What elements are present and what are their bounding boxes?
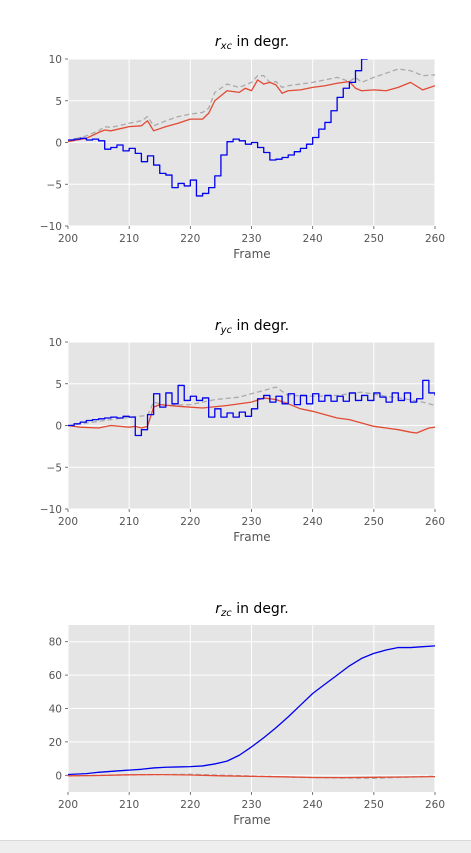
series-line-gray-dashed [68,68,435,142]
axis-ticks: 200 210 220 230 240 250 260 −10 −5 0 5 10 [40,54,445,245]
series-line-blue [68,59,368,197]
x-tick-label: 220 [180,233,200,245]
y-tick-label: 5 [55,379,62,391]
y-tick-label: −5 [47,462,62,474]
x-tick-label: 240 [303,516,323,528]
series-line-gray-dashed [68,773,435,779]
x-tick-label: 240 [303,233,323,245]
x-tick-label: 210 [119,799,139,811]
chart-title: ryc in degr. [215,318,289,336]
y-tick-label: 10 [49,54,62,66]
x-tick-label: 210 [119,516,139,528]
title-rest: in degr. [232,601,289,617]
x-axis-label: Frame [233,530,270,544]
x-tick-label: 230 [241,233,261,245]
chart-rxc: rxc in degr. 200 210 220 230 240 250 260 −10 −5 0… [40,34,445,261]
x-tick-label: 220 [180,516,200,528]
x-tick-label: 200 [58,516,78,528]
x-tick-label: 200 [58,233,78,245]
series-line-blue [68,379,435,437]
series-group [68,645,435,779]
y-tick-label: 60 [49,670,62,682]
x-tick-label: 220 [180,799,200,811]
y-tick-label: −10 [40,504,62,516]
x-axis-label: Frame [233,247,270,261]
chart-rzc: rzc in degr. 200 210 220 230 240 250 260 0 20 40 6… [49,601,445,827]
x-tick-label: 260 [425,233,445,245]
y-tick-label: −10 [40,221,62,233]
x-tick-label: 230 [241,516,261,528]
x-tick-label: 260 [425,516,445,528]
title-subscript: zc [220,608,232,619]
chart-title: rxc in degr. [215,34,289,52]
y-tick-label: 10 [49,337,62,349]
y-tick-label: −5 [47,179,62,191]
y-tick-label: 0 [55,770,62,782]
series-group [68,59,435,197]
title-subscript: yc [220,325,233,336]
title-subscript: xc [220,41,233,52]
x-tick-label: 250 [364,799,384,811]
y-tick-label: 20 [49,737,62,749]
x-tick-label: 250 [364,516,384,528]
y-tick-label: 5 [55,96,62,108]
title-variable: r [215,34,222,50]
title-variable: r [215,318,222,334]
chart-ryc: ryc in degr. 200 210 220 230 240 250 260 −10 −5 0… [40,318,445,544]
series-line-red [68,79,435,143]
series-group [68,379,435,437]
y-tick-label: 0 [55,421,62,433]
x-tick-label: 240 [303,799,323,811]
series-line-blue [68,645,435,776]
axis-ticks: 200 210 220 230 240 250 260 −10 −5 0 5 10 [40,337,445,528]
title-rest: in degr. [232,34,289,50]
title-rest: in degr. [232,318,289,334]
x-tick-label: 260 [425,799,445,811]
x-tick-label: 250 [364,233,384,245]
x-tick-label: 200 [58,799,78,811]
x-axis-label: Frame [233,813,270,827]
x-tick-label: 210 [119,233,139,245]
chart-title: rzc in degr. [215,601,289,619]
x-tick-label: 230 [241,799,261,811]
bottom-scroll-strip [0,840,471,853]
series-line-red [68,773,435,779]
y-tick-label: 40 [49,704,62,716]
axis-ticks: 200 210 220 230 240 250 260 0 20 40 60 80 [49,637,445,811]
y-tick-label: 0 [55,138,62,150]
title-variable: r [215,601,222,617]
y-tick-label: 80 [49,637,62,649]
